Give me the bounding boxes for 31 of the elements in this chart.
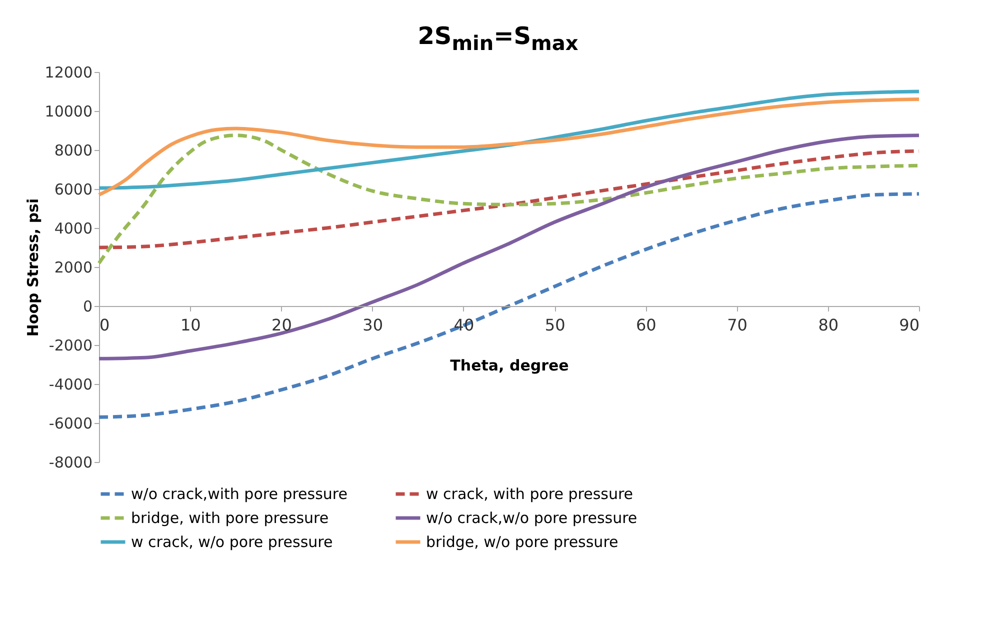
legend-label: bridge, with pore pressure [131,509,329,527]
legend-label: w/o crack,with pore pressure [131,485,348,503]
x-tick-label: 10 [180,316,201,334]
y-tick-label: 10000 [44,102,92,120]
x-tick-label: 0 [100,316,110,334]
y-tick-label: 2000 [54,258,92,276]
y-tick-label: -2000 [48,336,92,354]
line-series [97,134,921,360]
x-tick-label: 50 [544,316,566,334]
y-tick-label: 0 [82,298,92,316]
x-tick-label: 20 [272,316,292,334]
x-tick-label: 60 [636,316,656,334]
chart-title: 2S$_{min}$=S$_{max}$ [416,22,580,55]
x-tick-label: 90 [899,316,920,334]
y-tick-label: 12000 [44,64,92,82]
y-axis-title: Hoop Stress, psi [24,198,42,337]
legend-label: bridge, w/o pore pressure [426,533,618,551]
x-tick-label: 30 [362,316,384,334]
y-tick-label: 4000 [54,220,92,238]
y-tick-label: -4000 [48,376,92,394]
x-tick-label: 80 [818,316,839,334]
x-axis-title: Theta, degree [450,356,569,374]
legend-label: w crack, w/o pore pressure [131,533,333,551]
y-tick-label: -8000 [48,454,92,472]
legend-label: w crack, with pore pressure [426,485,634,503]
y-tick-label: 6000 [54,180,92,198]
y-tick-label: 8000 [54,142,92,160]
line-series [97,192,921,419]
x-tick-label: 70 [727,316,748,334]
legend-label: w/o crack,w/o pore pressure [426,509,638,527]
y-tick-label: -6000 [48,414,92,432]
